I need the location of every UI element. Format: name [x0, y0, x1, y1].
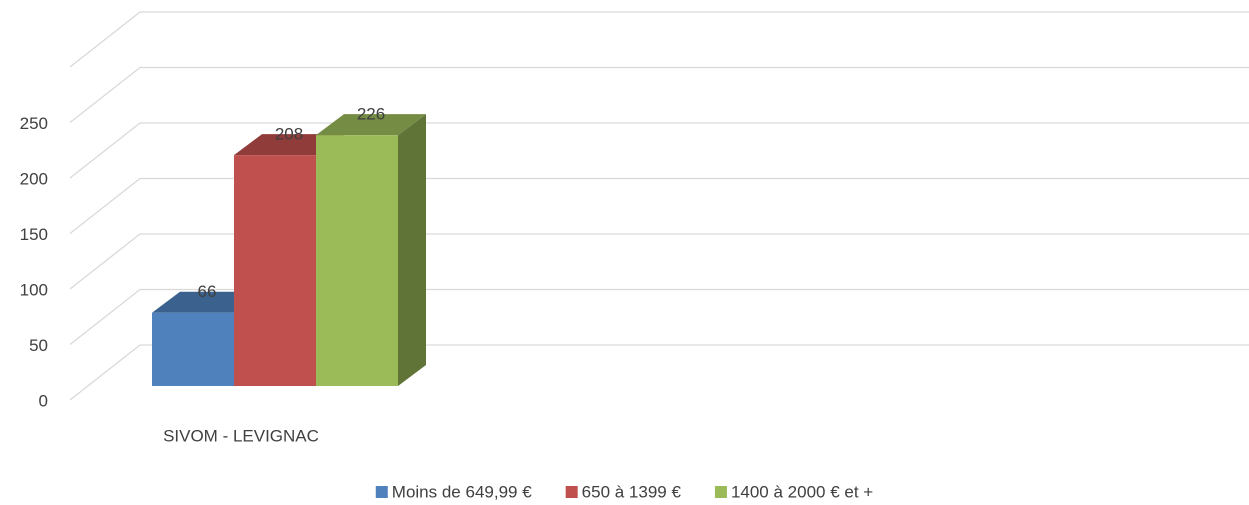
grid-line [69, 344, 1249, 401]
legend-label: 650 à 1399 € [582, 482, 682, 501]
legend-swatch [565, 486, 578, 498]
bar [152, 312, 234, 386]
y-tick-label: 100 [20, 280, 48, 299]
y-tick-label: 200 [20, 169, 48, 188]
y-tick-label: 150 [20, 225, 48, 244]
legend-label: Moins de 649,99 € [392, 482, 532, 501]
bar [316, 135, 398, 386]
bar-top [316, 114, 426, 136]
legend-label: 1400 à 2000 € et + [731, 482, 873, 501]
grid-line [69, 66, 1249, 124]
y-tick-label: 250 [20, 114, 48, 133]
data-label: 66 [198, 282, 217, 301]
y-tick-label: 0 [39, 391, 48, 410]
grid-line [69, 11, 1249, 68]
y-tick-label: 50 [29, 336, 48, 355]
data-label: 226 [357, 105, 385, 124]
legend-swatch [375, 486, 388, 498]
grid-line [69, 233, 1249, 290]
legend-swatch [714, 486, 727, 498]
x-tick-label: SIVOM - LEVIGNAC [163, 426, 319, 445]
legend: Moins de 649,99 € 650 à 1399 € 1400 à 2000… [375, 482, 873, 501]
bar-side [398, 114, 426, 386]
grid-line [69, 177, 1249, 235]
grid-line [69, 122, 1249, 179]
data-label: 208 [275, 125, 303, 144]
bar [234, 155, 316, 386]
grid-line [69, 288, 1249, 346]
